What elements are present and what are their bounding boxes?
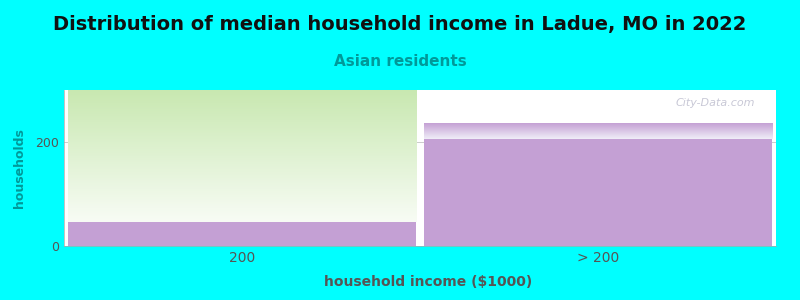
Bar: [67, 90, 417, 222]
Bar: [423, 123, 773, 139]
Bar: [423, 123, 773, 246]
Text: Distribution of median household income in Ladue, MO in 2022: Distribution of median household income …: [54, 15, 746, 34]
Text: Asian residents: Asian residents: [334, 54, 466, 69]
Bar: [67, 222, 417, 246]
Text: City-Data.com: City-Data.com: [675, 98, 754, 108]
Text: household income ($1000): household income ($1000): [324, 275, 532, 289]
Text: households: households: [14, 128, 26, 208]
